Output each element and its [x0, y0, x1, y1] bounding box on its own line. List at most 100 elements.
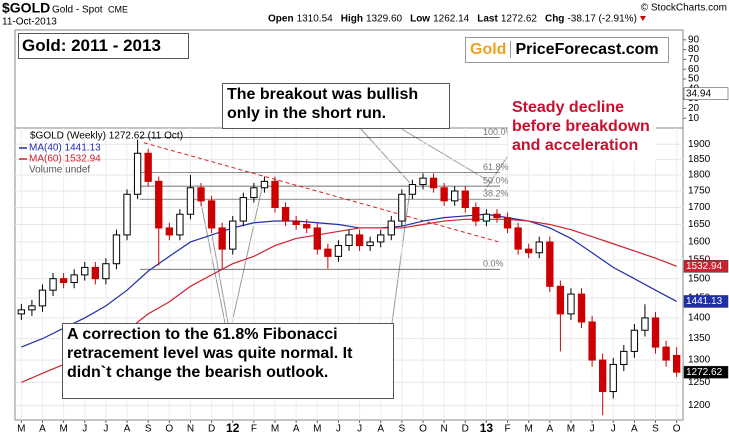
x-tick-label: S	[145, 424, 152, 435]
x-tick-label: A	[377, 424, 384, 435]
candle-body	[102, 263, 110, 280]
x-tick-label: J	[611, 424, 616, 435]
candle-body	[609, 363, 617, 393]
instrument: Gold - Spot	[52, 5, 103, 16]
legend-entry: MA(60) 1532.94	[29, 154, 101, 165]
ma-line	[21, 213, 677, 348]
quote-label: Chg	[545, 14, 564, 25]
candle-body	[599, 359, 607, 393]
candle-body	[281, 206, 290, 222]
candle-body	[482, 213, 491, 222]
date: 11-Oct-2013	[2, 17, 57, 28]
quote-value: 1310.54	[297, 14, 334, 25]
candle-body	[303, 223, 311, 229]
x-tick-label: 12	[226, 421, 240, 435]
candle-body	[546, 241, 554, 287]
y-tick-label: 90	[688, 34, 700, 45]
candle-body	[133, 152, 142, 195]
y-tick-label: 60	[688, 64, 700, 75]
y-tick-label: 80	[688, 44, 700, 55]
candle-body	[218, 227, 226, 250]
candle-body	[641, 317, 649, 331]
y-tick-label: 1800	[688, 170, 711, 181]
candle-body	[651, 317, 660, 348]
value-tag-box	[683, 260, 729, 273]
x-tick-label: S	[652, 424, 659, 435]
quote-label: Open	[268, 14, 294, 25]
candle-body	[334, 245, 343, 257]
down-arrow	[639, 16, 646, 21]
value-tag: 1532.94	[686, 261, 723, 272]
x-tick-label: J	[590, 424, 595, 435]
candle-body	[408, 184, 417, 195]
x-tick-label: M	[567, 424, 575, 435]
y-tick-label: 1200	[688, 400, 711, 411]
x-tick-label: F	[504, 424, 510, 435]
brand: Gold PriceForecast.com	[465, 37, 669, 63]
candle-body	[461, 190, 469, 208]
candle-body	[514, 227, 522, 250]
candle-body	[112, 234, 121, 265]
candle-body	[292, 220, 300, 225]
x-tick-label: A	[293, 424, 300, 435]
candle-body	[70, 274, 78, 283]
x-tick-label: D	[208, 424, 215, 435]
x-tick-label: O	[419, 424, 427, 435]
value-tag: 34.94	[686, 88, 711, 99]
candle-body	[239, 197, 247, 222]
candle-body	[630, 329, 639, 352]
brand-site: PriceForecast.com	[510, 41, 659, 58]
candle-body	[567, 293, 575, 315]
candle-body	[493, 213, 501, 219]
candle-body	[123, 193, 131, 236]
quote-value: 1329.60	[366, 14, 403, 25]
x-tick-label: O	[673, 424, 681, 435]
y-tick-label: 1850	[688, 154, 711, 165]
y-tick-label: 1600	[688, 237, 711, 248]
y-tick-label: 10	[688, 113, 700, 124]
candle-body	[440, 187, 448, 202]
candle-body	[525, 248, 533, 254]
candle-body	[503, 217, 512, 229]
fib-label: 0.0%	[483, 259, 504, 269]
x-tick-label: J	[82, 424, 87, 435]
x-tick-label: J	[357, 424, 362, 435]
x-tick-label: N	[187, 424, 194, 435]
x-tick-label: O	[165, 424, 173, 435]
candle-body	[260, 180, 269, 189]
y-tick-label: 1750	[688, 186, 711, 197]
legend-title: $GOLD (Weekly) 1272.62 (11 Oct)	[30, 131, 183, 142]
fib-label: 50.0%	[483, 176, 509, 186]
candle-body	[377, 234, 385, 243]
candle-body	[229, 220, 237, 250]
y-tick-label: 50	[688, 74, 700, 85]
quote-label: Low	[410, 14, 430, 25]
candle-body	[451, 190, 459, 202]
candle-body	[662, 346, 670, 361]
y-tick-label: 1500	[688, 273, 711, 284]
x-tick-label: J	[103, 424, 108, 435]
quote-value: 1262.14	[433, 14, 470, 25]
candle-body	[429, 177, 438, 189]
y-tick-label: 1350	[688, 333, 711, 344]
candle-body	[577, 293, 586, 323]
candle-body	[28, 305, 36, 311]
candle-body	[155, 180, 163, 229]
value-tag-box	[683, 365, 729, 379]
symbol: $GOLD	[2, 0, 50, 16]
candle-body	[38, 289, 47, 307]
x-tick-label: S	[399, 424, 406, 435]
y-tick-label: 20	[688, 103, 700, 114]
candle-body	[197, 187, 205, 202]
candle-body	[176, 213, 184, 236]
value-tag: 1272.62	[686, 367, 723, 378]
y-tick-label: 70	[688, 54, 700, 65]
candle-body	[345, 234, 353, 247]
x-tick-label: M	[17, 424, 25, 435]
candle-body	[250, 187, 258, 199]
candle-body	[186, 187, 195, 215]
candle-body	[355, 234, 364, 247]
correction-note: A correction to the 61.8% Fibonacci retr…	[62, 323, 394, 399]
x-tick-label: A	[631, 424, 638, 435]
